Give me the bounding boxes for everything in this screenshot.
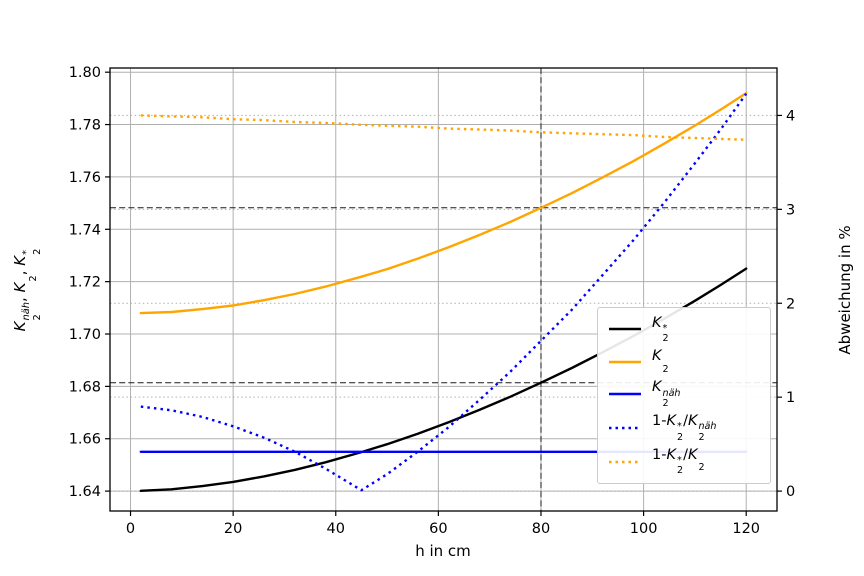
series-line-abw_K2_naeh <box>140 93 748 492</box>
math-scripts: 2 <box>662 363 669 375</box>
math-scripts: * 2 <box>676 455 684 477</box>
y-axis-label-right: Abweichung in % <box>836 225 854 355</box>
x-tick-label: 40 <box>327 521 345 537</box>
math-text: K <box>10 255 29 266</box>
legend-line-sample <box>609 460 641 464</box>
math-text: , <box>10 265 29 276</box>
math-text: / <box>683 447 688 464</box>
x-tick-label: 120 <box>732 521 760 537</box>
y-tick-label-left: 1.68 <box>69 379 101 395</box>
legend-line-sample <box>609 327 641 331</box>
legend-line-sample <box>609 426 641 430</box>
y-tick-label-right: 3 <box>786 202 795 218</box>
axes-spines <box>109 67 778 512</box>
math-text: K <box>652 314 662 331</box>
x-tick-label: 60 <box>429 521 447 537</box>
series-line-abw_K2 <box>140 114 747 141</box>
legend-label: 1-K * 2/K 2 <box>652 447 705 476</box>
legend-entry-abw_K2: 1-K * 2/K 2 <box>608 447 760 476</box>
legend-line-sample <box>609 392 641 396</box>
x-tick-label: 0 <box>126 521 135 537</box>
y-tick-label-left: 1.72 <box>69 275 101 291</box>
x-tick-label: 80 <box>532 521 550 537</box>
y-tick-label-left: 1.66 <box>69 432 101 448</box>
legend-label: 1-K * 2/K näh 2 <box>652 413 716 442</box>
math-text: K <box>652 379 662 396</box>
math-scripts: näh 2 <box>662 387 681 409</box>
y-tick-label-right: 1 <box>786 390 795 406</box>
math-scripts: * 2 <box>662 322 669 344</box>
math-text: K <box>10 321 29 332</box>
math-text: / <box>683 413 688 430</box>
y-tick-label-right: 0 <box>786 484 795 500</box>
math-text: K <box>652 348 662 365</box>
x-tick-label: 20 <box>224 521 242 537</box>
math-text: K <box>666 447 676 464</box>
math-text: 1- <box>652 413 667 430</box>
legend-line-sample <box>609 360 641 363</box>
y-tick-label-left: 1.76 <box>69 170 101 186</box>
y-tick-label-right: 4 <box>786 108 795 124</box>
series-line-K2 <box>139 91 748 315</box>
legend-label: K * 2 <box>652 315 669 344</box>
legend-entry-K2_star: K * 2 <box>608 315 760 344</box>
math-text: 1- <box>652 447 667 464</box>
math-text: K <box>10 282 29 293</box>
math-text: K <box>687 447 698 464</box>
legend-entry-abw_K2_naeh: 1-K * 2/K näh 2 <box>608 413 760 442</box>
y-tick-label-left: 1.80 <box>69 65 101 81</box>
x-axis-label: h in cm <box>415 542 471 560</box>
math-text: , <box>10 292 29 302</box>
y-tick-label-left: 1.74 <box>69 222 101 238</box>
y-tick-label-left: 1.70 <box>69 327 101 343</box>
math-scripts: näh 2 <box>698 421 717 443</box>
math-text: K <box>666 413 676 430</box>
math-scripts: näh 2 <box>21 301 43 321</box>
y-tick-label-right: 2 <box>786 296 795 312</box>
math-scripts: 2 <box>698 462 705 474</box>
math-scripts: * 2 <box>676 421 684 443</box>
y-tick-label-left: 1.78 <box>69 118 101 134</box>
y-tick-label-left: 1.64 <box>69 484 101 500</box>
x-tick-label: 100 <box>630 521 658 537</box>
math-text: K <box>687 413 698 430</box>
math-scripts: 2 <box>28 275 40 282</box>
math-scripts: * 2 <box>21 248 43 255</box>
